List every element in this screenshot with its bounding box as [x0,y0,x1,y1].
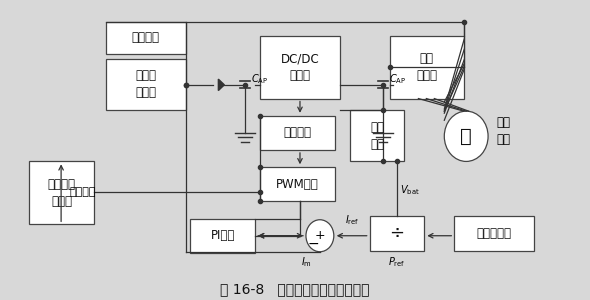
Bar [260,167,335,201]
Bar [260,116,335,150]
Bar [389,36,464,99]
Text: +: + [314,229,325,242]
Text: ～: ～ [460,127,472,146]
Text: 氢气输入: 氢气输入 [70,187,96,197]
Text: 燃料电
池单元: 燃料电 池单元 [135,69,156,99]
Text: 动力
电池: 动力 电池 [370,121,384,151]
Text: $I_{\rm m}$: $I_{\rm m}$ [301,255,312,269]
Text: $I_{\rm ref}$: $I_{\rm ref}$ [345,213,359,226]
Bar [370,216,424,250]
Text: ÷: ÷ [389,224,405,242]
Polygon shape [218,79,224,91]
Circle shape [444,111,488,161]
Text: 驱动
电机: 驱动 电机 [496,116,510,146]
Bar [260,36,340,99]
Text: $C_{\rm AP}$: $C_{\rm AP}$ [389,72,406,86]
Bar [106,58,185,110]
Text: DC/DC
变换器: DC/DC 变换器 [281,52,319,82]
Text: PWM逻辑: PWM逻辑 [276,178,319,191]
Text: 驱动
逆变器: 驱动 逆变器 [417,52,437,82]
Text: $V_{\rm bat}$: $V_{\rm bat}$ [399,183,419,197]
Text: −: − [307,237,319,251]
Text: 整车控制器: 整车控制器 [477,227,512,240]
Text: $P_{\rm ref}$: $P_{\rm ref}$ [388,255,405,269]
Bar [30,161,94,224]
Bar [454,216,534,250]
Text: 门极驱动: 门极驱动 [283,126,312,140]
Text: $C_{\rm AP}$: $C_{\rm AP}$ [251,72,268,86]
Circle shape [306,220,334,252]
Text: 燃料电池
控制器: 燃料电池 控制器 [48,178,76,208]
Bar [106,22,185,54]
Text: PI控制: PI控制 [211,229,235,242]
Bar [191,219,255,253]
Text: 辅件负载: 辅件负载 [132,32,160,44]
Bar [350,110,405,161]
Text: 图 16-8   燃料电池转换器控制系统: 图 16-8 燃料电池转换器控制系统 [220,283,370,296]
